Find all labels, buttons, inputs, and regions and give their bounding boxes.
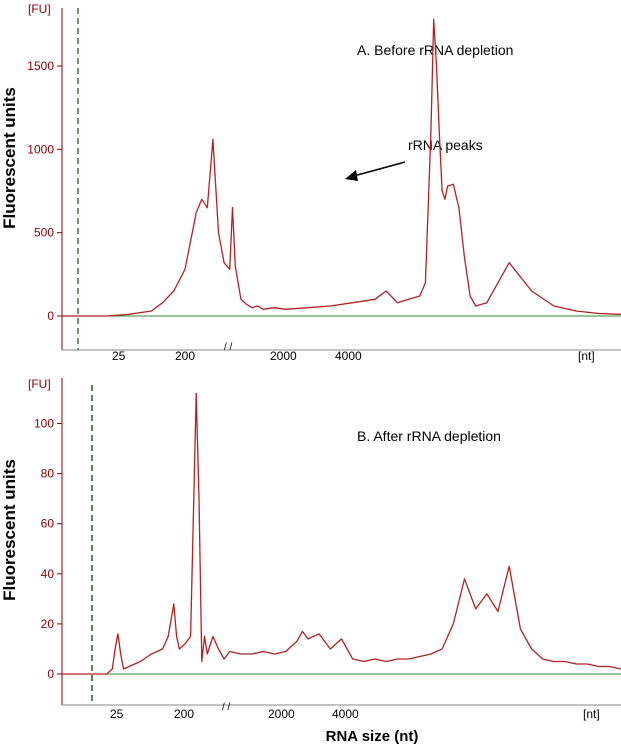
panel-b-x-tick-4000: 4000 <box>332 707 359 721</box>
x-axis-label: RNA size (nt) <box>326 728 419 745</box>
panel-a-annotation-arrow <box>349 161 406 178</box>
panel-a-y-tick-label-1: 500 <box>34 226 54 240</box>
panel-a-x-tick-200: 200 <box>175 349 195 363</box>
panel-a-axis-break: / / <box>224 342 233 353</box>
panel-b-y-unit: [FU] <box>28 377 51 391</box>
panel-a-y-unit: [FU] <box>28 2 51 16</box>
panel-b-y-tick-label-2: 40 <box>41 567 55 581</box>
panel-b-title: B. After rRNA depletion <box>357 428 501 444</box>
panel-b-x-unit: [nt] <box>583 707 600 721</box>
panel-b-x-tick-200: 200 <box>174 707 194 721</box>
panel-a-trace-0 <box>62 18 621 317</box>
panel-b-x-tick-25: 25 <box>110 707 124 721</box>
panel-a-y-tick-label-3: 1500 <box>27 59 54 73</box>
panel-b-trace-0 <box>62 392 621 675</box>
panel-a-arrow-head <box>345 170 358 181</box>
panel-a-x-unit: [nt] <box>578 349 595 363</box>
panel-b-y-axis-label: Fluorescent units <box>0 459 19 601</box>
panel-b-y-tick-label-5: 100 <box>34 417 54 431</box>
panel-b: [FU] Fluorescent units B. After rRNA dep… <box>0 377 621 745</box>
panel-b-y-tick-label-3: 60 <box>41 517 55 531</box>
panel-b-axis-break: / / <box>222 702 231 713</box>
panel-b-y-tick-label-4: 80 <box>41 467 55 481</box>
panel-b-y-tick-label-0: 0 <box>47 667 54 681</box>
panel-b-y-tick-label-1: 20 <box>41 617 55 631</box>
panel-a-y-tick-label-0: 0 <box>47 309 54 323</box>
panel-a-x-tick-4000: 4000 <box>335 349 362 363</box>
panel-a-y-axis-label: Fluorescent units <box>0 87 19 229</box>
panel-a-annotation: rRNA peaks <box>408 137 483 153</box>
panel-a: [FU] Fluorescent units A. Before rRNA de… <box>0 2 621 363</box>
panel-b-x-tick-2000: 2000 <box>268 707 295 721</box>
panel-a-y-tick-label-2: 1000 <box>27 142 54 156</box>
panel-a-x-tick-25: 25 <box>112 349 126 363</box>
panel-a-x-tick-2000: 2000 <box>270 349 297 363</box>
